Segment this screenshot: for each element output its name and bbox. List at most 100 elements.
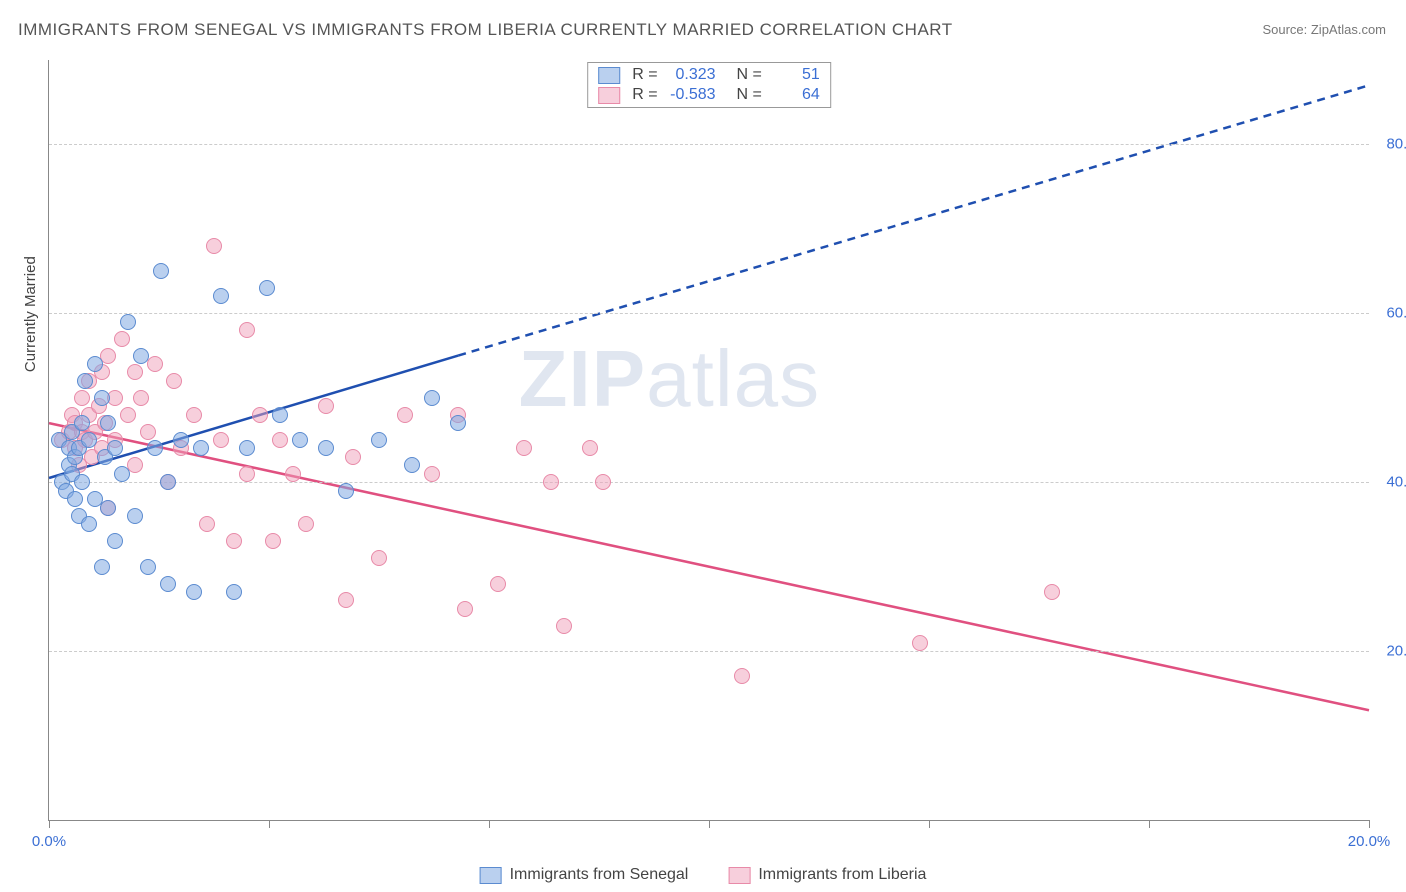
x-tick-label: 20.0% xyxy=(1348,833,1391,850)
senegal-point xyxy=(94,559,110,575)
correlation-legend: R = 0.323 N = 51 R = -0.583 N = 64 xyxy=(587,62,831,108)
senegal-point xyxy=(120,314,136,330)
x-tick xyxy=(489,820,490,828)
senegal-point xyxy=(94,390,110,406)
liberia-point xyxy=(285,466,301,482)
senegal-point xyxy=(87,356,103,372)
senegal-point xyxy=(74,415,90,431)
swatch-senegal xyxy=(480,867,502,884)
senegal-point xyxy=(292,432,308,448)
liberia-point xyxy=(345,449,361,465)
liberia-point xyxy=(166,373,182,389)
legend-item-liberia: Immigrants from Liberia xyxy=(728,866,926,884)
y-tick-label: 80.0% xyxy=(1386,136,1406,153)
senegal-point xyxy=(127,508,143,524)
senegal-point xyxy=(193,440,209,456)
series-legend: Immigrants from Senegal Immigrants from … xyxy=(480,866,927,884)
liberia-point xyxy=(371,550,387,566)
liberia-point xyxy=(457,601,473,617)
x-tick xyxy=(1369,820,1370,828)
legend-row-senegal: R = 0.323 N = 51 xyxy=(588,65,830,85)
senegal-point xyxy=(371,432,387,448)
senegal-point xyxy=(272,407,288,423)
x-tick xyxy=(269,820,270,828)
swatch-senegal xyxy=(598,67,620,84)
senegal-point xyxy=(107,533,123,549)
liberia-point xyxy=(147,356,163,372)
liberia-point xyxy=(734,668,750,684)
senegal-point xyxy=(147,440,163,456)
x-tick xyxy=(709,820,710,828)
senegal-point xyxy=(153,263,169,279)
liberia-point xyxy=(912,635,928,651)
liberia-point xyxy=(114,331,130,347)
liberia-point xyxy=(272,432,288,448)
liberia-point xyxy=(239,466,255,482)
senegal-point xyxy=(133,348,149,364)
senegal-point xyxy=(338,483,354,499)
chart-title: IMMIGRANTS FROM SENEGAL VS IMMIGRANTS FR… xyxy=(18,20,953,40)
y-tick-label: 60.0% xyxy=(1386,305,1406,322)
liberia-point xyxy=(239,322,255,338)
senegal-point xyxy=(450,415,466,431)
legend-row-liberia: R = -0.583 N = 64 xyxy=(588,85,830,105)
senegal-point xyxy=(213,288,229,304)
liberia-point xyxy=(338,592,354,608)
liberia-point xyxy=(595,474,611,490)
senegal-point xyxy=(259,280,275,296)
senegal-point xyxy=(100,500,116,516)
liberia-point xyxy=(127,364,143,380)
x-tick xyxy=(929,820,930,828)
legend-item-senegal: Immigrants from Senegal xyxy=(480,866,689,884)
y-axis-label: Currently Married xyxy=(22,256,39,372)
plot-area: ZIPatlas R = 0.323 N = 51 R = -0.583 N =… xyxy=(48,60,1369,821)
liberia-point xyxy=(206,238,222,254)
gridline xyxy=(49,144,1369,145)
y-tick-label: 20.0% xyxy=(1386,643,1406,660)
liberia-point xyxy=(582,440,598,456)
senegal-point xyxy=(160,474,176,490)
liberia-point xyxy=(298,516,314,532)
liberia-point xyxy=(74,390,90,406)
senegal-point xyxy=(404,457,420,473)
liberia-point xyxy=(120,407,136,423)
senegal-point xyxy=(100,415,116,431)
senegal-point xyxy=(77,373,93,389)
source-attribution: Source: ZipAtlas.com xyxy=(1262,22,1386,37)
liberia-point xyxy=(186,407,202,423)
gridline xyxy=(49,482,1369,483)
liberia-point xyxy=(133,390,149,406)
liberia-point xyxy=(252,407,268,423)
swatch-liberia xyxy=(728,867,750,884)
watermark: ZIPatlas xyxy=(519,333,820,425)
liberia-point xyxy=(397,407,413,423)
senegal-point xyxy=(239,440,255,456)
senegal-point xyxy=(186,584,202,600)
liberia-point xyxy=(140,424,156,440)
senegal-point xyxy=(67,491,83,507)
senegal-point xyxy=(226,584,242,600)
gridline xyxy=(49,313,1369,314)
senegal-point xyxy=(81,432,97,448)
senegal-point xyxy=(81,516,97,532)
liberia-point xyxy=(199,516,215,532)
liberia-point xyxy=(1044,584,1060,600)
senegal-point xyxy=(424,390,440,406)
liberia-point xyxy=(516,440,532,456)
liberia-point xyxy=(213,432,229,448)
senegal-point xyxy=(140,559,156,575)
liberia-point xyxy=(556,618,572,634)
liberia-point xyxy=(424,466,440,482)
liberia-point xyxy=(490,576,506,592)
x-tick xyxy=(49,820,50,828)
y-tick-label: 40.0% xyxy=(1386,474,1406,491)
senegal-point xyxy=(74,474,90,490)
gridline xyxy=(49,651,1369,652)
senegal-point xyxy=(107,440,123,456)
liberia-point xyxy=(543,474,559,490)
liberia-point xyxy=(318,398,334,414)
liberia-point xyxy=(265,533,281,549)
senegal-point xyxy=(318,440,334,456)
senegal-point xyxy=(160,576,176,592)
senegal-point xyxy=(173,432,189,448)
